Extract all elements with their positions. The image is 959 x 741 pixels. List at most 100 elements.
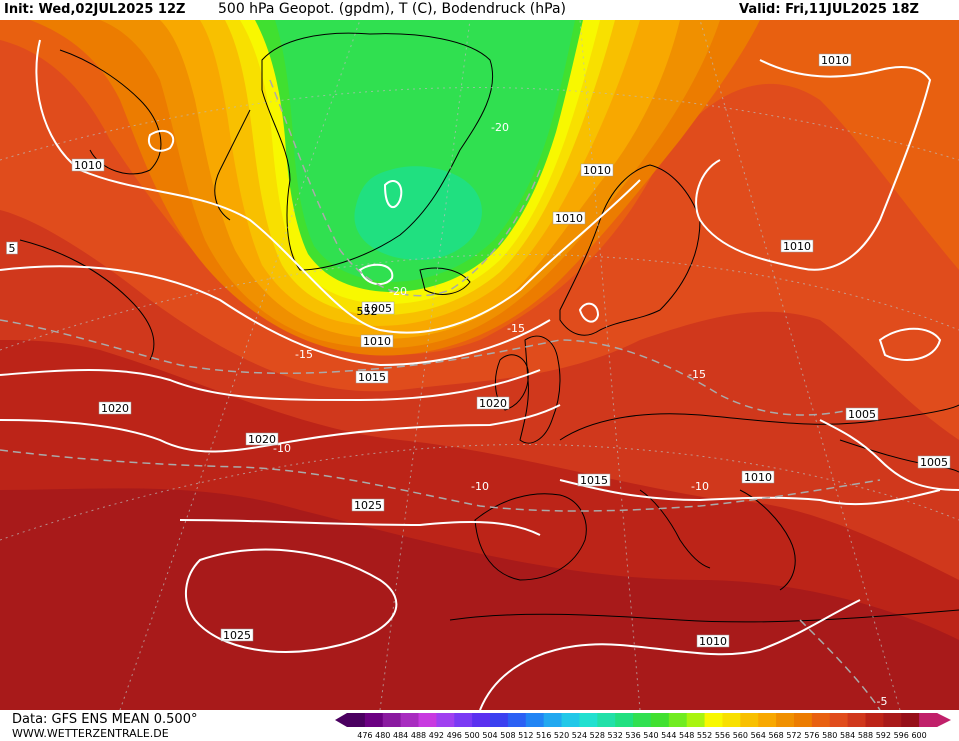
legend-tick-label: 584: [840, 731, 855, 740]
isobar-label-text: 1010: [821, 54, 849, 67]
isobar-1010: [0, 265, 551, 367]
legend-tick-label: 480: [375, 731, 390, 740]
isotherm-label-text: -10: [273, 442, 291, 455]
isobar-label-box: [360, 334, 394, 348]
isotherm-label: -5: [877, 695, 888, 708]
isobar-label-box: [71, 158, 105, 172]
legend-swatch: [579, 713, 598, 727]
legend-tick-label: 512: [518, 731, 533, 740]
legend-swatch: [543, 713, 563, 727]
isotherm-label-text: -20: [389, 285, 407, 298]
isobar-label-text: 1020: [101, 402, 129, 415]
isotherm-label: -20: [389, 285, 407, 298]
legend-swatch: [686, 713, 706, 727]
isobar-labels: 1010 1010 1010 1010 1010 1005 1010 1015 1020 1020…: [6, 53, 951, 648]
legend-swatches: [335, 713, 951, 727]
isobar-label-box: [917, 455, 951, 469]
legend-tick-label: 592: [876, 731, 891, 740]
coastlines: [19, 32, 959, 623]
isotherm-label: -15: [507, 322, 525, 335]
isotherm-label: -10: [273, 442, 291, 455]
legend-tick-label: 552: [697, 731, 712, 740]
isobar-label-text: 1010: [583, 164, 611, 177]
isotherm-label: -15: [688, 368, 706, 381]
legend-swatch: [525, 713, 545, 727]
isobar-label: 1010: [580, 163, 614, 177]
legend-tick-label: 540: [643, 731, 658, 740]
legend-tick-label: 576: [804, 731, 819, 740]
legend-tick-label: 572: [786, 731, 801, 740]
legend-tick-label: 484: [393, 731, 408, 740]
legend-swatch: [793, 713, 813, 727]
band-536: [354, 166, 482, 260]
isobar-label: 1010: [71, 158, 105, 172]
isobar-label: 1025: [220, 628, 254, 642]
legend-swatch: [507, 713, 527, 727]
isobar-label: 1005: [917, 455, 951, 469]
legend-swatch: [740, 713, 759, 727]
map-title: 500 hPa Geopot. (gpdm), T (C), Bodendruc…: [218, 1, 566, 17]
isobar-label: 1010: [741, 470, 775, 484]
isobar-1025-ring: [184, 548, 398, 653]
isobar-label-box: [580, 163, 614, 177]
legend-arrow-low: [335, 713, 347, 727]
isotherm-label: -10: [691, 480, 709, 493]
isotherm-label-text: -20: [491, 121, 509, 134]
isotherm-label-text: -15: [688, 368, 706, 381]
isobar-label-text: 1010: [555, 212, 583, 225]
legend-tick-label: 536: [625, 731, 640, 740]
isobar-label-text: 5: [9, 242, 16, 255]
legend-swatch: [347, 713, 366, 727]
legend-tick-label: 544: [661, 731, 676, 740]
isobar-label-text: 1010: [74, 159, 102, 172]
geopotential-label: 552: [357, 305, 378, 318]
isobar-label-text: 1010: [699, 635, 727, 648]
legend-swatch: [382, 713, 402, 727]
isobar-label-box: [741, 470, 775, 484]
legend-tick-label: 520: [554, 731, 569, 740]
isotherm-minus15: [0, 319, 851, 416]
isotherm-lines: [0, 79, 881, 710]
isobar-label: 1005: [361, 301, 395, 315]
legend-tick-label: 476: [357, 731, 372, 740]
legend-swatch: [418, 713, 437, 727]
legend-arrow-high: [937, 713, 951, 727]
legend-swatch: [472, 713, 491, 727]
legend-swatch: [811, 713, 831, 727]
isobar-label-box: [476, 396, 510, 410]
isobar-1005: [35, 39, 641, 334]
isobar-label: 1010: [360, 334, 394, 348]
legend-swatch: [883, 713, 902, 727]
isobar-label: 1015: [577, 473, 611, 487]
isobar-label: 1020: [245, 432, 279, 446]
isobar-label: 1010: [696, 634, 730, 648]
legend-swatch: [865, 713, 884, 727]
legend-tick-label: 556: [715, 731, 730, 740]
isotherm-label: -20: [491, 121, 509, 134]
north-africa-coast: [449, 609, 959, 623]
isotherm-minus5: [799, 619, 881, 710]
isobar-label-box: [361, 301, 395, 315]
legend-swatch: [490, 713, 509, 727]
legend-tick-label: 596: [894, 731, 909, 740]
weather-map[interactable]: 1010 1010 1010 1010 1010 1005 1010 1015 1020 1020…: [0, 20, 959, 710]
iberia-coast: [474, 493, 587, 581]
legend-swatch: [776, 713, 795, 727]
isotherm-label-text: -15: [295, 348, 313, 361]
legend-tick-label: 500: [465, 731, 480, 740]
legend-swatch: [436, 713, 455, 727]
legend-swatch: [454, 713, 473, 727]
isobar-ring-east: [878, 327, 942, 361]
isobar-label-text: 1010: [744, 471, 772, 484]
legend-swatch: [919, 713, 938, 727]
website-label[interactable]: WWW.WETTERZENTRALE.DE: [12, 727, 169, 740]
isobar-label: 1005: [845, 407, 879, 421]
isobar-label: 1025: [351, 498, 385, 512]
isobar-label-box: [245, 432, 279, 446]
isobar-label: 1020: [476, 396, 510, 410]
isobar-label: 1010: [780, 239, 814, 253]
labrador-coast: [19, 239, 155, 361]
isobar-label: 1010: [552, 211, 586, 225]
graticule-line: [119, 20, 361, 710]
map-header: Init: Wed,02JUL2025 12Z 500 hPa Geopot. …: [0, 0, 959, 20]
